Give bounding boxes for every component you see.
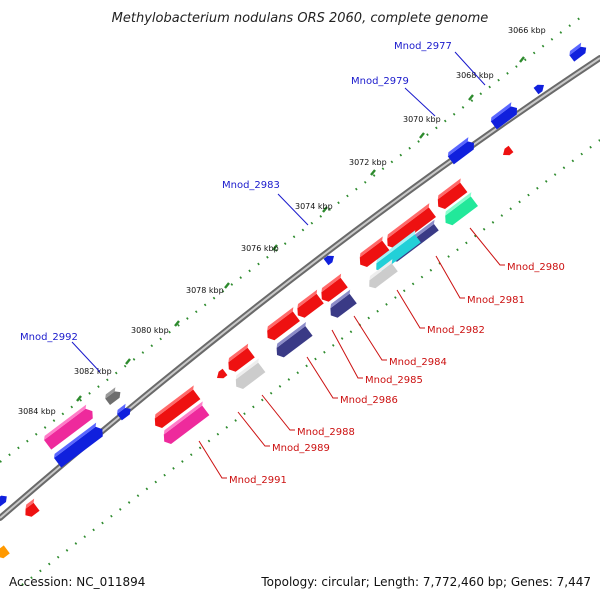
genome-summary-text: Topology: circular; Length: 7,772,460 bp… <box>260 575 591 589</box>
label-leader-line <box>306 356 338 399</box>
label-leader-line <box>353 315 387 361</box>
tick-label: 3068 kbp <box>456 71 494 80</box>
gene-arrow[interactable] <box>371 230 423 273</box>
label-leader-line <box>71 341 101 373</box>
major-tick <box>519 56 525 63</box>
major-tick <box>322 206 328 213</box>
gene-arrow[interactable] <box>231 358 268 391</box>
gene-label-Mnod_2980[interactable]: Mnod_2980 <box>507 262 565 273</box>
major-tick <box>419 132 425 139</box>
gene-arrow[interactable] <box>103 387 122 406</box>
gene-label-Mnod_2981[interactable]: Mnod_2981 <box>467 295 525 306</box>
tick-label: 3084 kbp <box>18 407 56 416</box>
gene-arrow[interactable] <box>223 343 257 375</box>
label-leader-line <box>198 440 227 479</box>
label-leader-line <box>454 51 486 86</box>
gene-arrow[interactable] <box>42 404 96 450</box>
gene-arrow[interactable] <box>364 259 400 290</box>
gene-arrow[interactable] <box>533 82 547 95</box>
major-tick <box>272 244 278 251</box>
major-ticks <box>76 56 525 402</box>
major-tick <box>125 358 131 365</box>
label-leader-line <box>469 227 505 266</box>
tick-label: 3066 kbp <box>508 26 546 35</box>
gene-label-Mnod_2982[interactable]: Mnod_2982 <box>427 325 485 336</box>
gene-arrow[interactable] <box>52 422 106 468</box>
gene-label-Mnod_2977[interactable]: Mnod_2977 <box>394 41 452 52</box>
tick-label: 3076 kbp <box>241 244 279 253</box>
accession-text: Accession: NC_011894 <box>9 575 145 589</box>
gene-arrow[interactable] <box>440 192 480 227</box>
gene-arrow[interactable] <box>355 236 392 269</box>
gene-arrow[interactable] <box>21 498 42 520</box>
inner-genes <box>0 145 514 560</box>
gene-arrow[interactable] <box>292 289 326 321</box>
gene-label-Mnod_2984[interactable]: Mnod_2984 <box>389 357 447 368</box>
outer-tick-track <box>0 13 586 463</box>
gene-arrow[interactable] <box>159 401 212 446</box>
gene-label-Mnod_2985[interactable]: Mnod_2985 <box>365 375 423 386</box>
label-leader-line <box>331 329 363 379</box>
gene-arrow[interactable] <box>0 545 10 560</box>
gene-label-Mnod_2979[interactable]: Mnod_2979 <box>351 76 409 87</box>
gene-arrow[interactable] <box>568 42 589 62</box>
gene-arrow[interactable] <box>501 145 514 158</box>
tick-label: 3080 kbp <box>131 326 169 335</box>
major-tick <box>76 395 82 402</box>
gene-label-Mnod_2989[interactable]: Mnod_2989 <box>272 443 330 454</box>
outer-labels: Mnod_2977 Mnod_2979 Mnod_2983 Mnod_2992 <box>20 41 486 373</box>
tick-label: 3070 kbp <box>403 115 441 124</box>
gene-label-Mnod_2986[interactable]: Mnod_2986 <box>340 395 398 406</box>
label-leader-line <box>396 289 425 329</box>
map-title: Methylobacterium nodulans ORS 2060, comp… <box>112 11 489 26</box>
tick-label: 3078 kbp <box>186 286 224 295</box>
gene-label-Mnod_2991[interactable]: Mnod_2991 <box>229 475 287 486</box>
label-leader-line <box>277 193 309 226</box>
label-leader-line <box>435 255 465 299</box>
major-tick <box>370 169 376 176</box>
major-tick <box>174 320 180 327</box>
inner-labels <box>198 227 505 479</box>
gene-arrow[interactable] <box>433 178 470 211</box>
major-tick <box>468 94 474 101</box>
inner-label-texts: Mnod_2980 Mnod_2981 Mnod_2982 Mnod_2984 … <box>229 262 565 486</box>
label-leader-line <box>261 394 295 431</box>
outer-genes <box>0 42 589 507</box>
gene-arrow[interactable] <box>115 403 133 421</box>
gene-label-Mnod_2992[interactable]: Mnod_2992 <box>20 332 78 343</box>
gene-arrow[interactable] <box>489 102 520 130</box>
tick-label: 3072 kbp <box>349 158 387 167</box>
major-tick <box>224 282 230 289</box>
gene-arrow[interactable] <box>262 307 302 342</box>
gene-label-Mnod_2988[interactable]: Mnod_2988 <box>297 427 355 438</box>
tick-labels: 3066 kbp 3068 kbp 3070 kbp 3072 kbp 3074… <box>18 26 546 416</box>
gene-arrow[interactable] <box>0 493 9 507</box>
gene-arrow[interactable] <box>215 368 228 381</box>
tick-label: 3074 kbp <box>295 202 333 211</box>
tick-label: 3082 kbp <box>74 367 112 376</box>
gene-arrow[interactable] <box>272 321 315 360</box>
gene-arrow[interactable] <box>150 385 203 430</box>
gene-arrow[interactable] <box>316 273 350 305</box>
gene-label-Mnod_2983[interactable]: Mnod_2983 <box>222 180 280 191</box>
gene-arrow[interactable] <box>325 289 359 321</box>
gene-arrow[interactable] <box>323 253 337 266</box>
gene-arrow[interactable] <box>446 137 477 165</box>
gene-arrow[interactable] <box>382 203 438 250</box>
label-leader-line <box>404 87 436 117</box>
label-leader-line <box>237 411 270 447</box>
